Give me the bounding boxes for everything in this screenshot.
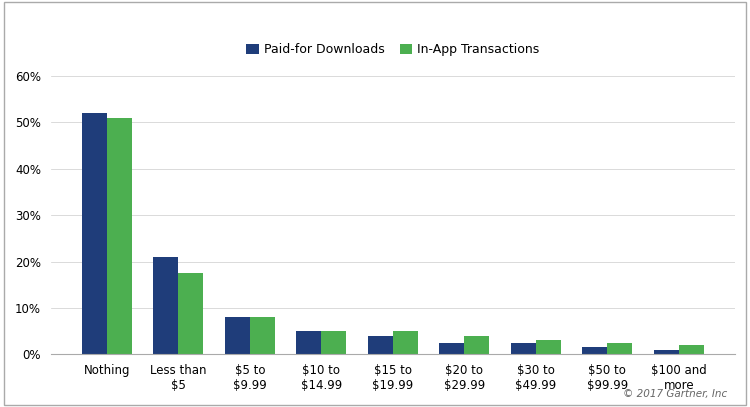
Bar [321,331,346,354]
Bar [464,336,490,354]
Bar [296,331,321,354]
Bar [393,331,418,354]
Bar [368,336,393,354]
Bar [82,113,106,354]
Legend: Paid-for Downloads, In-App Transactions: Paid-for Downloads, In-App Transactions [242,38,544,61]
Bar [511,343,536,354]
Bar [536,340,561,354]
Bar [440,343,464,354]
Text: © 2017 Gartner, Inc: © 2017 Gartner, Inc [623,389,728,399]
Bar [250,317,275,354]
Bar [582,347,608,354]
Bar [225,317,250,354]
Bar [153,257,178,354]
Bar [608,343,632,354]
Bar [654,350,679,354]
Bar [679,345,704,354]
Bar [178,273,203,354]
Bar [106,118,132,354]
